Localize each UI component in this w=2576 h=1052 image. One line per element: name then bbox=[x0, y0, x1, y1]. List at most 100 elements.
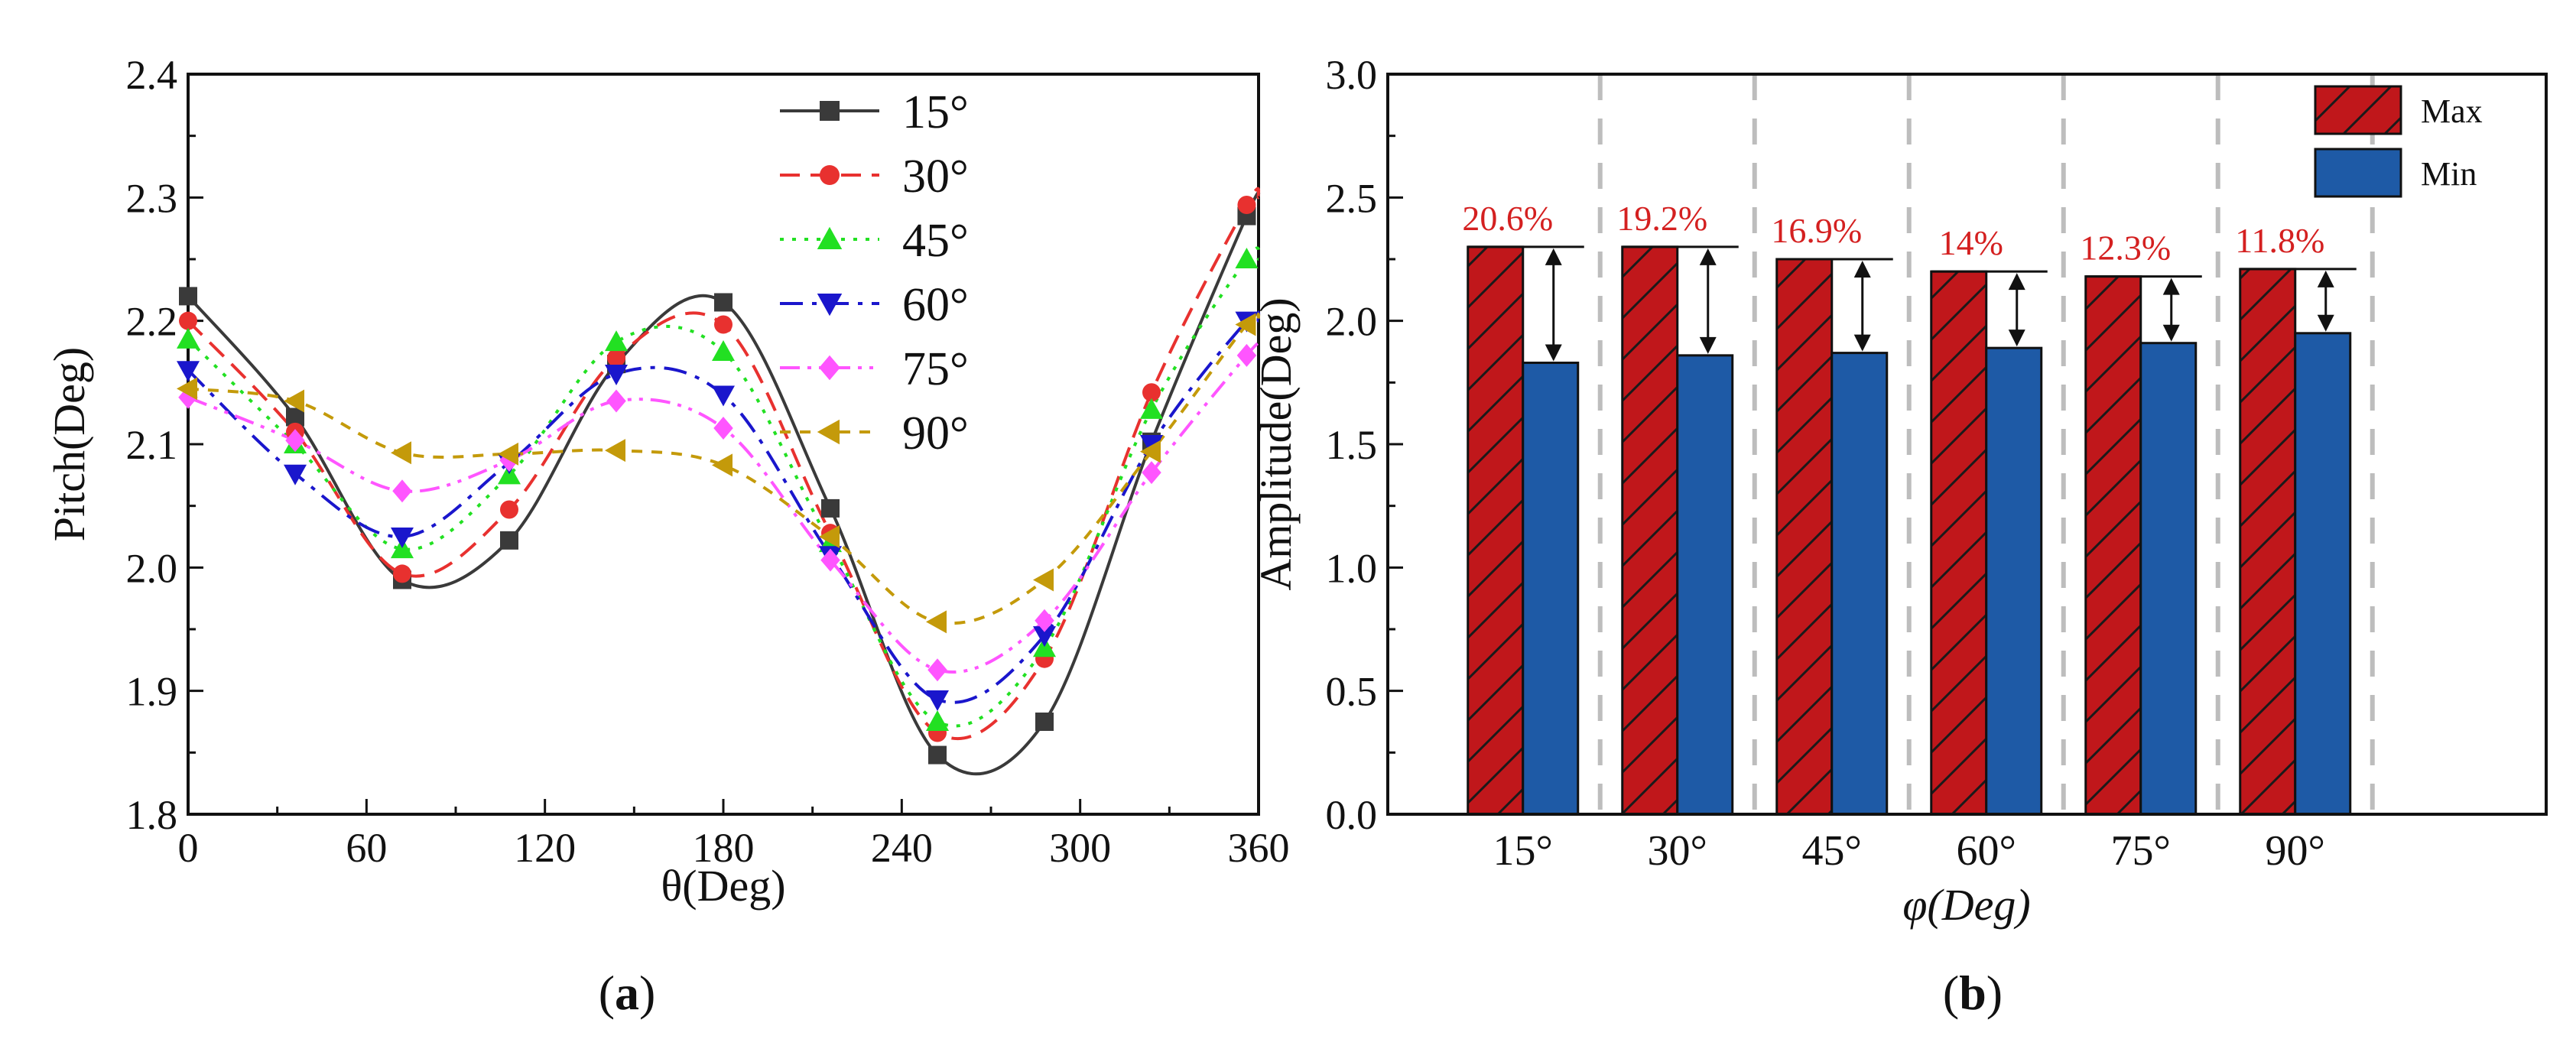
bar-max bbox=[1930, 270, 1988, 816]
data-point bbox=[1237, 196, 1256, 215]
bar-min bbox=[2139, 342, 2198, 816]
y-tick-label: 3.0 bbox=[1326, 52, 1378, 98]
difference-arrow-head-down bbox=[1853, 334, 1871, 352]
data-point bbox=[820, 548, 840, 572]
bar-min bbox=[1830, 352, 1889, 816]
difference-arrow-head-down bbox=[2008, 330, 2025, 347]
data-point bbox=[1033, 626, 1056, 648]
difference-arrow bbox=[2162, 278, 2180, 342]
series-line-0 bbox=[187, 190, 1261, 776]
data-point bbox=[391, 441, 411, 465]
panel-a-x-axis-label: θ(Deg) bbox=[661, 861, 785, 911]
panel-b: 20.6% 19.2% 16.9% 14% 12.3% 11.8% 15° 30° 45° 60… bbox=[1251, 52, 2548, 1020]
difference-arrow bbox=[1545, 248, 1562, 362]
panel-b-legend: Max Min bbox=[2314, 85, 2483, 198]
panel-b-y-axis-label: Amplitude(Deg) bbox=[1251, 297, 1301, 590]
data-point bbox=[1236, 343, 1257, 367]
data-point bbox=[177, 327, 200, 349]
data-point bbox=[713, 417, 733, 440]
legend-marker bbox=[817, 419, 840, 445]
legend-marker bbox=[820, 101, 840, 121]
panel-a-frame bbox=[187, 73, 1260, 816]
x-tick-label: 30° bbox=[1648, 827, 1707, 875]
x-tick-label: 300 bbox=[1049, 825, 1111, 871]
x-tick-label: 60° bbox=[1957, 827, 2016, 875]
bar-max bbox=[2239, 268, 2297, 816]
bar-max bbox=[2084, 275, 2142, 816]
panel-a-series-markers bbox=[177, 196, 1259, 765]
difference-arrow-head-up bbox=[1699, 248, 1717, 265]
data-point bbox=[1140, 398, 1163, 419]
difference-arrow bbox=[1699, 248, 1717, 354]
panel-a-y-tick-labels: 1.8 1.9 2.0 2.1 2.2 2.3 2.4 bbox=[126, 52, 178, 838]
panel-b-y-tick-labels: 0.0 0.5 1.0 1.5 2.0 2.5 3.0 bbox=[1326, 52, 1378, 838]
data-point bbox=[500, 531, 518, 550]
legend-marker bbox=[817, 294, 843, 317]
difference-arrow-head-up bbox=[2162, 278, 2180, 295]
difference-annotation: 19.2% bbox=[1616, 199, 1707, 238]
data-point bbox=[392, 479, 412, 503]
data-point bbox=[1235, 313, 1256, 336]
legend-marker bbox=[819, 355, 840, 381]
data-point bbox=[714, 315, 733, 334]
x-tick-label: 120 bbox=[514, 825, 576, 871]
bar-max bbox=[1775, 258, 1834, 816]
difference-annotation: 12.3% bbox=[2080, 229, 2171, 268]
panel-b-caption: (b) bbox=[1943, 966, 2003, 1020]
data-point bbox=[284, 389, 304, 413]
data-point bbox=[926, 690, 949, 711]
difference-arrow bbox=[2008, 273, 2025, 347]
legend-label: 15° bbox=[902, 86, 969, 138]
y-tick-label: 0.0 bbox=[1326, 792, 1378, 838]
data-point bbox=[285, 429, 305, 453]
data-point bbox=[605, 365, 628, 386]
x-tick-label: 45° bbox=[1802, 827, 1862, 875]
y-tick-label: 1.8 bbox=[126, 792, 178, 838]
data-point bbox=[1142, 383, 1161, 402]
x-tick-label: 240 bbox=[871, 825, 933, 871]
legend-label: 90° bbox=[902, 407, 969, 459]
legend-label: Min bbox=[2421, 155, 2477, 193]
data-point bbox=[179, 287, 197, 306]
panel-a-caption: (a) bbox=[599, 966, 656, 1020]
panel-b-caption-letter: b bbox=[1959, 966, 1986, 1020]
data-point bbox=[179, 311, 197, 330]
x-tick-label: 180 bbox=[693, 825, 755, 871]
data-point bbox=[714, 293, 733, 312]
difference-arrow-head-down bbox=[1545, 344, 1562, 362]
data-point bbox=[928, 745, 947, 765]
bar-min bbox=[2294, 332, 2352, 816]
bar-min bbox=[1985, 346, 2043, 816]
legend-swatch bbox=[2314, 85, 2402, 135]
difference-annotation: 16.9% bbox=[1771, 211, 1862, 250]
difference-arrow-head-down bbox=[2162, 324, 2180, 342]
legend-label: 45° bbox=[902, 215, 969, 267]
panel-a-series-lines bbox=[187, 187, 1261, 776]
x-tick-label: 75° bbox=[2111, 827, 2171, 875]
panel-a-axis-ticks bbox=[187, 73, 1260, 816]
data-point bbox=[1033, 568, 1054, 592]
data-point bbox=[284, 464, 307, 485]
panel-a-legend: 15° 30° 45° 60° 75° 90° bbox=[780, 86, 969, 459]
y-tick-label: 2.4 bbox=[126, 52, 178, 98]
data-point bbox=[1140, 440, 1161, 463]
data-point bbox=[1235, 248, 1259, 268]
data-point bbox=[1035, 609, 1054, 632]
x-tick-label: 90° bbox=[2266, 827, 2325, 875]
data-point bbox=[177, 361, 200, 382]
legend-marker bbox=[820, 165, 840, 185]
y-tick-label: 0.5 bbox=[1326, 669, 1378, 715]
legend-swatch bbox=[2314, 148, 2402, 198]
data-point bbox=[393, 564, 411, 583]
data-point bbox=[1035, 713, 1054, 731]
y-tick-label: 2.1 bbox=[126, 422, 178, 468]
data-point bbox=[605, 330, 628, 352]
x-tick-label: 360 bbox=[1228, 825, 1290, 871]
legend-label: 75° bbox=[902, 343, 969, 395]
panel-b-bars bbox=[1467, 245, 2352, 816]
panel-a-caption-letter: a bbox=[615, 966, 639, 1020]
data-point bbox=[712, 453, 733, 477]
data-point bbox=[712, 340, 735, 361]
y-tick-label: 2.5 bbox=[1326, 175, 1378, 221]
